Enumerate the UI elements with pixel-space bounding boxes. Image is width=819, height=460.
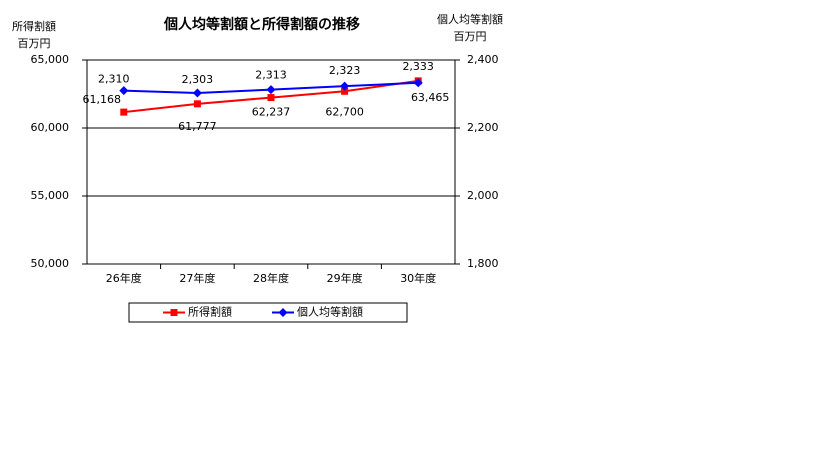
data-label: 61,777 bbox=[178, 120, 217, 133]
data-label: 2,323 bbox=[329, 64, 361, 77]
data-label: 62,237 bbox=[252, 106, 291, 119]
y2-tick-label: 1,800 bbox=[467, 257, 499, 270]
y-tick-label: 60,000 bbox=[31, 121, 70, 134]
y-axis-label: 所得割額 bbox=[12, 19, 56, 33]
y2-axis-label: 個人均等割額 bbox=[437, 12, 503, 26]
data-point bbox=[119, 86, 129, 96]
y2-tick-label: 2,000 bbox=[467, 189, 499, 202]
data-point bbox=[341, 87, 349, 95]
x-tick-label: 26年度 bbox=[106, 271, 142, 285]
y-tick-label: 50,000 bbox=[31, 257, 70, 270]
y-axis-unit: 百万円 bbox=[18, 37, 51, 50]
data-label: 2,310 bbox=[98, 73, 130, 86]
data-point bbox=[120, 108, 128, 116]
y-tick-label: 65,000 bbox=[31, 53, 70, 66]
data-point bbox=[193, 100, 201, 108]
data-point bbox=[192, 88, 202, 98]
x-tick-label: 29年度 bbox=[327, 271, 363, 285]
plot-area bbox=[86, 59, 456, 265]
legend-marker bbox=[170, 309, 178, 316]
data-label: 63,465 bbox=[411, 91, 450, 104]
data-point bbox=[267, 94, 275, 102]
y2-axis-unit: 百万円 bbox=[454, 30, 487, 43]
data-label: 61,168 bbox=[83, 93, 122, 106]
y2-tick-label: 2,400 bbox=[467, 53, 499, 66]
x-tick-label: 27年度 bbox=[179, 271, 215, 285]
y-tick-label: 55,000 bbox=[31, 189, 70, 202]
x-tick-label: 28年度 bbox=[253, 271, 289, 285]
data-label: 2,313 bbox=[255, 69, 287, 82]
data-label: 2,333 bbox=[402, 60, 434, 73]
legend bbox=[128, 302, 408, 323]
legend-label: 所得割額 bbox=[188, 305, 232, 319]
chart-title: 個人均等割額と所得割額の推移 bbox=[163, 16, 360, 33]
data-label: 2,303 bbox=[182, 73, 214, 86]
x-tick-label: 30年度 bbox=[400, 271, 436, 285]
data-label: 62,700 bbox=[325, 105, 364, 118]
data-point bbox=[266, 85, 276, 95]
legend-label: 個人均等割額 bbox=[297, 305, 363, 319]
data-point bbox=[413, 78, 423, 88]
legend-marker bbox=[278, 308, 288, 317]
data-point bbox=[340, 81, 350, 91]
y2-tick-label: 2,200 bbox=[467, 121, 499, 134]
